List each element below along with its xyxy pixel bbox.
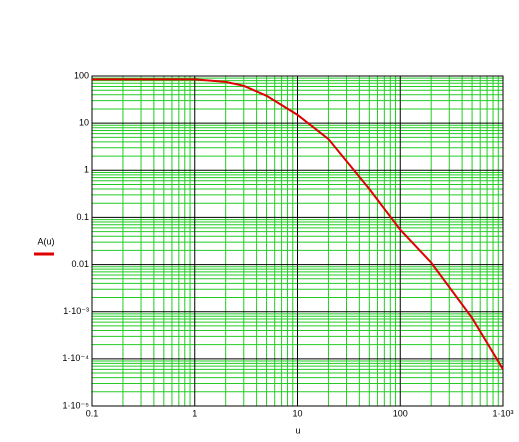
y-tick-label: 0.1	[76, 212, 89, 222]
x-tick-label: 1	[192, 408, 197, 418]
plot-frame	[91, 75, 504, 407]
y-tick-label: 10	[79, 118, 89, 128]
y-tick-label: 1·10⁻⁵	[63, 400, 90, 410]
legend-label: A(u)	[37, 236, 54, 246]
y-tick-label: 100	[74, 70, 89, 80]
x-tick-label: 10	[292, 408, 302, 418]
x-tick-label: 0.1	[86, 408, 99, 418]
y-tick-label: 1·10⁻³	[63, 306, 89, 316]
x-axis-label: u	[295, 425, 300, 435]
y-tick-label: 1·10⁻⁴	[62, 353, 89, 363]
x-tick-label: 100	[393, 408, 408, 418]
y-tick-label: 1	[84, 165, 89, 175]
x-tick-label: 1·10³	[492, 408, 513, 418]
series-line	[92, 78, 504, 370]
y-tick-label: 0.01	[71, 259, 89, 269]
